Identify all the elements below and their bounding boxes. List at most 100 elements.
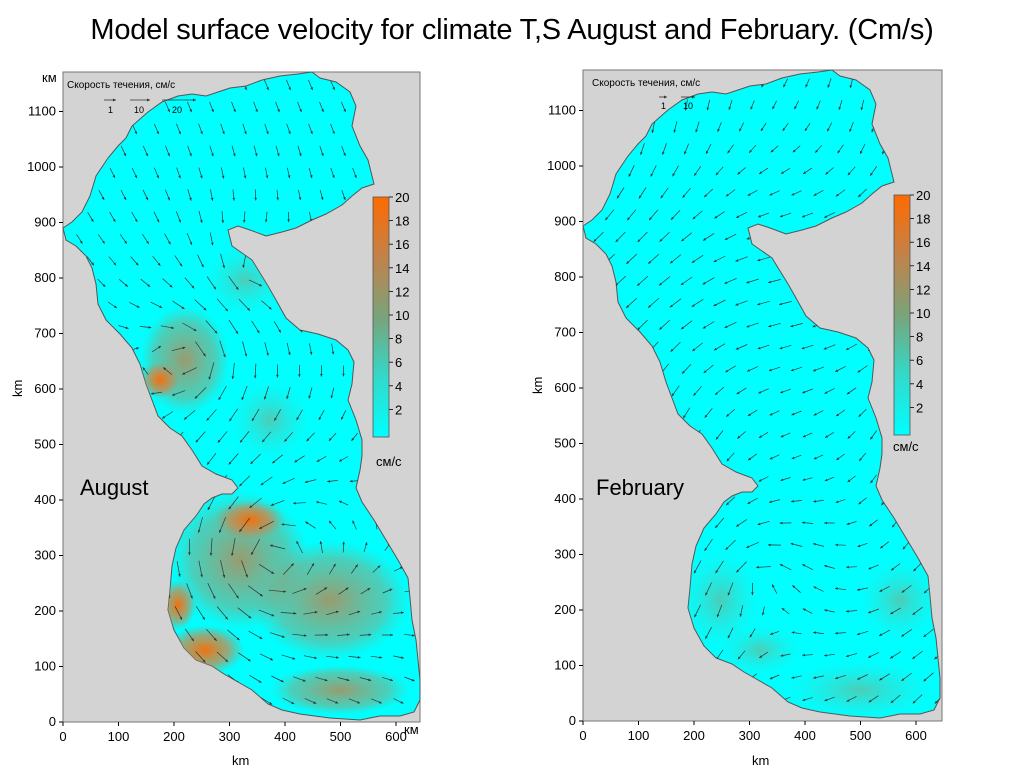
velocity-arrow-head: [681, 326, 684, 330]
velocity-arrow-head: [705, 635, 708, 639]
velocity-arrow-head: [780, 478, 784, 481]
velocity-arrow-head: [316, 459, 320, 462]
velocity-arrow-head: [779, 214, 783, 218]
velocity-arrow-head: [779, 302, 783, 306]
velocity-arrow-head: [772, 584, 775, 588]
y-tick-label: 0: [49, 714, 56, 729]
velocity-arrow-head: [266, 352, 269, 356]
velocity-arrow-head: [836, 457, 840, 460]
velocity-arrow-head: [411, 678, 415, 682]
velocity-arrow-head: [790, 368, 794, 372]
velocity-arrow-head: [815, 149, 818, 153]
velocity-arrow-head: [243, 219, 246, 223]
velocity-arrow-head: [379, 611, 382, 614]
y-tick-label: 100: [554, 658, 576, 673]
velocity-arrow-head: [259, 636, 263, 639]
velocity-arrow-head: [222, 265, 225, 269]
velocity-arrow-head: [725, 369, 729, 373]
velocity-arrow-head: [239, 529, 242, 532]
velocity-arrow-head: [849, 85, 853, 89]
velocity-arrow-head: [751, 592, 754, 596]
velocity-arrow-head: [845, 610, 849, 613]
velocity-arrow-head: [324, 678, 328, 682]
velocity-arrow-head: [352, 520, 355, 524]
velocity-arrow-head: [791, 500, 794, 503]
velocity-arrow: [268, 589, 287, 593]
velocity-arrow-head: [190, 595, 193, 599]
velocity-arrow-head: [758, 435, 762, 438]
velocity-arrow-head: [319, 541, 323, 544]
velocity-arrow-head: [202, 616, 205, 620]
velocity-arrow: [198, 560, 203, 578]
velocity-arrow-head: [281, 635, 285, 638]
y-tick-label: 300: [554, 547, 576, 562]
velocity-arrow-head: [310, 87, 313, 90]
velocity-arrow-head: [835, 631, 838, 635]
colorbar-tick-label: 2: [395, 402, 402, 417]
velocity-arrow-head: [313, 701, 317, 704]
velocity-arrow-head: [735, 303, 739, 306]
velocity-arrow-head: [288, 352, 291, 356]
velocity-arrow-head: [868, 610, 871, 614]
velocity-arrow-head: [879, 633, 883, 636]
velocity-arrow-head: [640, 151, 643, 155]
colorbar-tick-label: 4: [395, 379, 402, 394]
colorbar-tick-label: 6: [395, 355, 402, 370]
velocity-arrow-head: [223, 354, 226, 358]
velocity-arrow-head: [769, 193, 773, 196]
velocity-arrow-head: [758, 391, 762, 394]
velocity-arrow-head: [244, 353, 248, 357]
x-axis-title: km: [232, 753, 249, 768]
x-tick-label: 300: [219, 729, 241, 744]
velocity-arrow-head: [838, 106, 842, 110]
x-tick-label: 200: [683, 728, 705, 743]
velocity-arrow-head: [247, 658, 251, 662]
velocity-arrow-head: [824, 478, 828, 482]
velocity-arrow-head: [321, 109, 324, 112]
velocity-arrow-head: [792, 149, 796, 153]
velocity-arrow-head: [626, 305, 630, 308]
velocity-arrow-head: [271, 571, 275, 574]
velocity-arrow-head: [835, 543, 838, 547]
velocity-arrow-head: [692, 348, 696, 352]
velocity-arrow-head: [314, 656, 318, 660]
velocity-arrow-head: [200, 574, 203, 578]
velocity-arrow-head: [210, 197, 214, 201]
velocity-arrow-head: [201, 264, 204, 268]
velocity-arrow-head: [694, 614, 697, 618]
velocity-arrow-head: [218, 397, 222, 400]
velocity-arrow-head: [703, 370, 707, 373]
velocity-arrow-head: [303, 588, 307, 591]
velocity-arrow-head: [934, 656, 938, 660]
velocity-arrow-head: [825, 171, 829, 175]
velocity-arrow-head: [835, 676, 839, 680]
colorbar-tick-label: 16: [916, 235, 930, 250]
velocity-arrow-head: [780, 390, 784, 394]
velocity-arrow-head: [769, 456, 773, 460]
velocity-arrow-head: [870, 436, 873, 440]
velocity-arrow-head: [288, 87, 291, 91]
velocity-arrow-head: [245, 574, 248, 578]
velocity-arrow-head: [222, 131, 225, 135]
velocity-arrow-head: [262, 439, 265, 443]
velocity-arrow-head: [235, 330, 238, 334]
velocity-arrow-head: [343, 153, 346, 156]
velocity-arrow-head: [182, 372, 186, 375]
velocity-arrow-head: [724, 237, 728, 240]
velocity-arrow-head: [881, 502, 885, 506]
velocity-arrow-head: [801, 521, 805, 524]
velocity-arrow-head: [802, 698, 806, 701]
velocity-arrow-head: [182, 346, 186, 350]
velocity-arrow-head: [846, 699, 850, 702]
y-tick-label: 700: [34, 326, 56, 341]
velocity-arrow-head: [101, 196, 105, 200]
velocity-arrow-head: [846, 347, 849, 350]
velocity-arrow-head: [715, 525, 718, 528]
velocity-arrow-head: [890, 611, 894, 615]
velocity-arrow-head: [327, 480, 331, 483]
velocity-arrow-head: [846, 391, 850, 395]
y-tick-label: 0: [569, 713, 576, 728]
velocity-arrow-head: [399, 566, 403, 570]
velocity-arrow: [208, 362, 215, 380]
velocity-arrow-head: [824, 654, 827, 657]
